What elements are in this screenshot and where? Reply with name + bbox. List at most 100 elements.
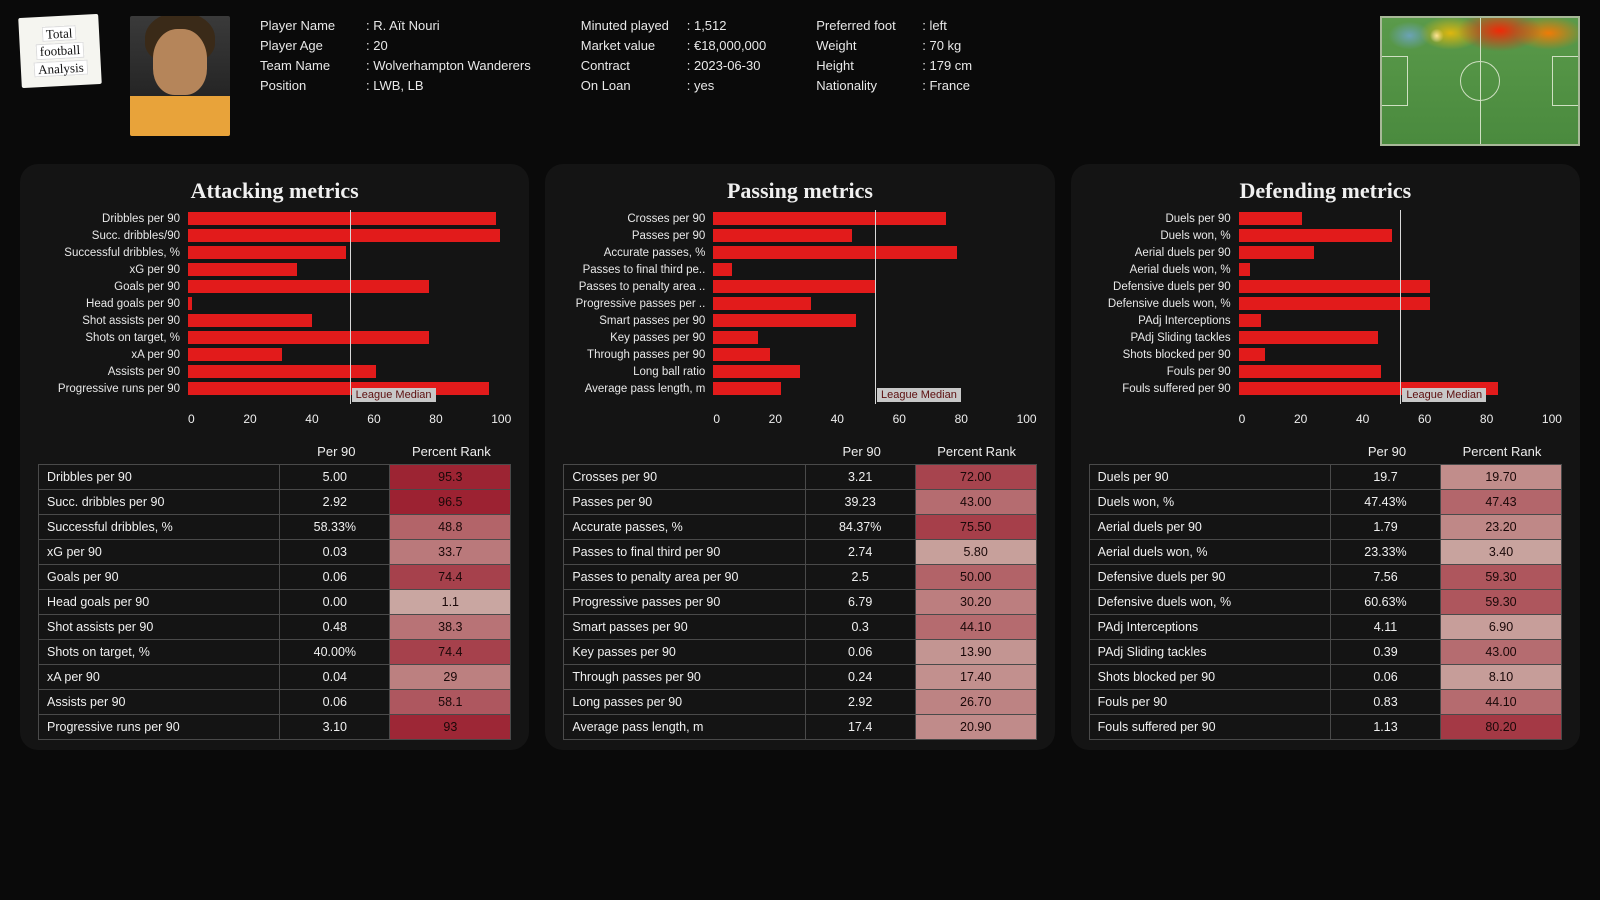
chart-bar [188,382,489,395]
metrics-panels: Attacking metricsDribbles per 90Succ. dr… [20,164,1580,750]
median-badge: League Median [877,388,961,402]
table-row: Shot assists per 900.4838.3 [38,614,511,640]
th-per90: Per 90 [807,444,917,459]
metrics-table: Per 90Percent RankDribbles per 905.0095.… [38,440,511,740]
chart-row: Passes per 90 [563,227,1036,244]
x-tick: 0 [713,412,720,426]
chart-bar [1239,348,1265,361]
td-metric: Assists per 90 [39,690,280,714]
chart-row: Fouls suffered per 90 [1089,380,1562,397]
chart-bar [1239,365,1382,378]
td-per90: 39.23 [806,490,916,514]
chart-row: Aerial duels per 90 [1089,244,1562,261]
info-value: : 20 [366,36,388,56]
chart-label: Passes to penalty area .. [563,281,713,293]
chart-label: Defensive duels won, % [1089,298,1239,310]
td-rank: 38.3 [390,615,510,639]
chart-row: Through passes per 90 [563,346,1036,363]
x-tick: 80 [955,412,968,426]
x-axis: 020406080100 [713,412,1036,426]
th-metric [38,444,281,459]
chart-bar [713,297,811,310]
td-rank: 50.00 [916,565,1036,589]
metrics-table: Per 90Percent RankCrosses per 903.2172.0… [563,440,1036,740]
chart-label: Key passes per 90 [563,332,713,344]
info-value: : left [922,16,947,36]
chart-row: Duels won, % [1089,227,1562,244]
chart-row: Progressive passes per .. [563,295,1036,312]
chart-label: Shots blocked per 90 [1089,349,1239,361]
td-rank: 30.20 [916,590,1036,614]
td-metric: Head goals per 90 [39,590,280,614]
chart-label: xG per 90 [38,264,188,276]
chart-row: Passes to final third pe.. [563,261,1036,278]
table-row: Key passes per 900.0613.90 [563,639,1036,665]
chart-label: PAdj Interceptions [1089,315,1239,327]
table-row: Aerial duels per 901.7923.20 [1089,514,1562,540]
table-head: Per 90Percent Rank [38,440,511,465]
td-per90: 0.24 [806,665,916,689]
metrics-panel: Defending metricsDuels per 90Duels won, … [1071,164,1580,750]
table-row: Long passes per 902.9226.70 [563,689,1036,715]
table-row: Average pass length, m17.420.90 [563,714,1036,740]
table-row: PAdj Sliding tackles0.3943.00 [1089,639,1562,665]
chart-row: PAdj Interceptions [1089,312,1562,329]
td-per90: 47.43% [1331,490,1441,514]
td-metric: Aerial duels per 90 [1090,515,1331,539]
x-tick: 40 [305,412,318,426]
td-per90: 23.33% [1331,540,1441,564]
info-label: Preferred foot [816,16,916,36]
player-info: Player Name: R. Aït NouriPlayer Age: 20T… [260,16,972,97]
td-metric: Goals per 90 [39,565,280,589]
chart-label: Crosses per 90 [563,213,713,225]
td-metric: PAdj Sliding tackles [1090,640,1331,664]
table-row: Head goals per 900.001.1 [38,589,511,615]
td-rank: 17.40 [916,665,1036,689]
logo-line: Analysis [34,59,88,77]
x-axis: 020406080100 [188,412,511,426]
chart-label: Head goals per 90 [38,298,188,310]
table-row: Duels won, %47.43%47.43 [1089,489,1562,515]
chart-row: Key passes per 90 [563,329,1036,346]
info-row: Team Name: Wolverhampton Wanderers [260,56,531,76]
td-per90: 2.92 [806,690,916,714]
td-per90: 60.63% [1331,590,1441,614]
chart-bar [1239,246,1314,259]
chart-bar [1239,331,1378,344]
chart-label: Passes to final third pe.. [563,264,713,276]
td-rank: 95.3 [390,465,510,489]
table-row: Successful dribbles, %58.33%48.8 [38,514,511,540]
td-rank: 8.10 [1441,665,1561,689]
chart-bar [713,246,957,259]
chart-row: Passes to penalty area .. [563,278,1036,295]
chart-label: Average pass length, m [563,383,713,395]
info-value: : R. Aït Nouri [366,16,440,36]
chart-bar [188,314,312,327]
td-metric: xA per 90 [39,665,280,689]
th-rank: Percent Rank [917,444,1037,459]
position-heatmap [1380,16,1580,146]
chart-label: Successful dribbles, % [38,247,188,259]
td-metric: Fouls per 90 [1090,690,1331,714]
chart-row: xA per 90 [38,346,511,363]
td-per90: 0.83 [1331,690,1441,714]
bar-chart: Duels per 90Duels won, %Aerial duels per… [1089,210,1562,430]
td-metric: Passes to final third per 90 [564,540,805,564]
td-metric: Progressive passes per 90 [564,590,805,614]
chart-row: Succ. dribbles/90 [38,227,511,244]
td-metric: Duels won, % [1090,490,1331,514]
player-dashboard: Total football Analysis Player Name: R. … [0,0,1600,900]
table-row: Shots blocked per 900.068.10 [1089,664,1562,690]
td-per90: 0.39 [1331,640,1441,664]
chart-bar [1239,263,1250,276]
td-rank: 6.90 [1441,615,1561,639]
chart-bar [713,348,769,361]
info-value: : France [922,76,970,96]
td-rank: 44.10 [1441,690,1561,714]
td-per90: 4.11 [1331,615,1441,639]
info-label: On Loan [581,76,681,96]
info-label: Player Age [260,36,360,56]
table-row: Duels per 9019.719.70 [1089,464,1562,490]
metrics-table: Per 90Percent RankDuels per 9019.719.70D… [1089,440,1562,740]
info-label: Contract [581,56,681,76]
